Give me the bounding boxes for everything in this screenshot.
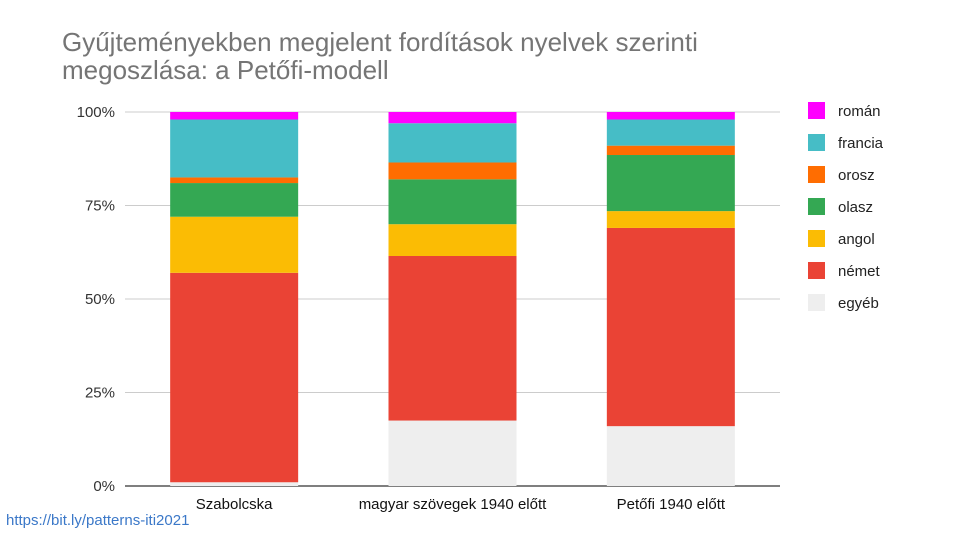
bar-segment xyxy=(170,183,299,217)
bar-segment xyxy=(170,482,299,486)
legend-label: egyéb xyxy=(838,295,879,312)
legend-label: angol xyxy=(838,231,875,248)
legend-swatch xyxy=(808,134,825,151)
legend-swatch xyxy=(808,294,825,311)
y-tick-label: 75% xyxy=(85,198,115,215)
bar-segment xyxy=(606,112,735,120)
legend-swatch xyxy=(808,166,825,183)
legend-label: olasz xyxy=(838,199,873,216)
bar-segment xyxy=(388,224,517,256)
legend-swatch xyxy=(808,198,825,215)
bar-segment xyxy=(170,112,299,120)
bar-segment xyxy=(170,119,299,178)
y-tick-label: 50% xyxy=(85,291,115,308)
legend-swatch xyxy=(808,230,825,247)
bar-segment xyxy=(606,155,735,212)
y-tick-label: 0% xyxy=(93,478,115,495)
legend-swatch xyxy=(808,262,825,279)
chart-title-line-2: megoszlása: a Petőfi-modell xyxy=(62,55,389,85)
legend-label: német xyxy=(838,263,881,280)
bar-segment xyxy=(606,145,735,156)
bar-segment xyxy=(606,211,735,228)
category-label: Petőfi 1940 előtt xyxy=(617,496,726,513)
legend-label: francia xyxy=(838,135,884,152)
bar-segment xyxy=(388,123,517,163)
bar-segment xyxy=(388,112,517,124)
bar-segment xyxy=(606,426,735,486)
bar-segment xyxy=(388,162,517,180)
bar-segment xyxy=(170,216,299,273)
y-tick-label: 100% xyxy=(77,104,115,121)
bar-segment xyxy=(170,177,299,184)
legend-label: orosz xyxy=(838,167,875,184)
chart-title: Gyűjteményekben megjelent fordítások nye… xyxy=(62,28,822,84)
legend-label: román xyxy=(838,103,881,120)
legend-swatch xyxy=(808,102,825,119)
bar-segment xyxy=(388,255,517,421)
category-label: Szabolcska xyxy=(196,496,273,513)
bar-segment xyxy=(606,119,735,146)
bar-segment xyxy=(388,420,517,486)
chart-title-line-1: Gyűjteményekben megjelent fordítások nye… xyxy=(62,27,698,57)
bar-segment xyxy=(388,179,517,225)
y-tick-label: 25% xyxy=(85,385,115,402)
source-link[interactable]: https://bit.ly/patterns-iti2021 xyxy=(6,512,190,529)
bar-segment xyxy=(170,272,299,483)
category-label: magyar szövegek 1940 előtt xyxy=(359,496,547,513)
bar-segment xyxy=(606,227,735,427)
